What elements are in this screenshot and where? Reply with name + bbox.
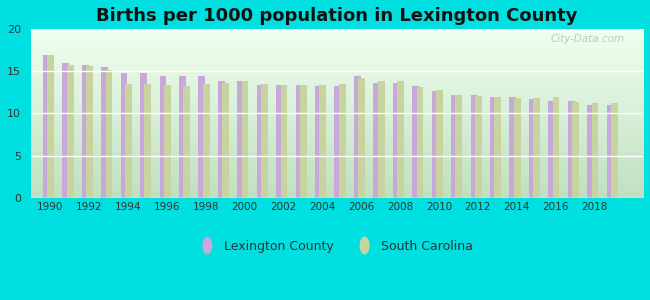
Bar bbox=[319, 85, 326, 198]
Bar bbox=[495, 97, 501, 198]
Bar bbox=[62, 63, 69, 198]
Bar bbox=[490, 97, 497, 198]
Bar bbox=[587, 105, 594, 198]
Bar bbox=[159, 76, 166, 198]
Bar bbox=[300, 85, 307, 198]
Bar bbox=[183, 86, 190, 198]
Bar bbox=[432, 91, 439, 198]
Bar bbox=[567, 101, 575, 198]
Bar bbox=[121, 73, 127, 198]
Bar bbox=[198, 76, 205, 198]
Bar bbox=[606, 105, 614, 198]
Bar bbox=[335, 86, 341, 198]
Bar bbox=[412, 86, 419, 198]
Bar bbox=[218, 82, 225, 198]
Bar bbox=[101, 67, 108, 198]
Bar bbox=[296, 85, 302, 198]
Bar bbox=[533, 98, 540, 198]
Bar bbox=[237, 82, 244, 198]
Bar bbox=[378, 81, 385, 198]
Bar bbox=[417, 86, 423, 198]
Bar bbox=[67, 64, 73, 198]
Bar bbox=[105, 70, 112, 198]
Bar bbox=[144, 84, 151, 198]
Bar bbox=[203, 84, 209, 198]
Bar bbox=[242, 82, 248, 198]
Bar bbox=[456, 95, 462, 198]
Bar bbox=[43, 55, 50, 198]
Bar bbox=[510, 98, 516, 198]
Bar bbox=[475, 96, 482, 198]
Bar bbox=[315, 86, 322, 198]
Bar bbox=[261, 84, 268, 198]
Bar bbox=[436, 90, 443, 198]
Bar bbox=[82, 64, 88, 198]
Bar bbox=[339, 84, 346, 198]
Bar bbox=[592, 103, 599, 198]
Legend: Lexington County, South Carolina: Lexington County, South Carolina bbox=[196, 234, 478, 258]
Bar bbox=[572, 103, 579, 198]
Bar bbox=[552, 97, 560, 198]
Bar bbox=[222, 83, 229, 198]
Bar bbox=[611, 103, 618, 198]
Title: Births per 1000 population in Lexington County: Births per 1000 population in Lexington … bbox=[96, 7, 578, 25]
Bar bbox=[164, 85, 171, 198]
Bar bbox=[451, 95, 458, 198]
Bar bbox=[281, 85, 287, 198]
Bar bbox=[514, 98, 521, 198]
Bar bbox=[276, 85, 283, 198]
Bar bbox=[529, 99, 536, 198]
Bar bbox=[549, 101, 555, 198]
Bar bbox=[354, 76, 361, 198]
Bar bbox=[140, 73, 147, 198]
Bar bbox=[397, 82, 404, 198]
Bar bbox=[47, 55, 54, 198]
Bar bbox=[179, 76, 186, 198]
Bar bbox=[86, 66, 93, 198]
Bar bbox=[471, 95, 477, 198]
Text: City-Data.com: City-Data.com bbox=[551, 34, 625, 44]
Bar bbox=[257, 85, 263, 198]
Bar bbox=[125, 84, 132, 198]
Bar bbox=[373, 83, 380, 198]
Bar bbox=[393, 83, 400, 198]
Bar bbox=[358, 78, 365, 198]
